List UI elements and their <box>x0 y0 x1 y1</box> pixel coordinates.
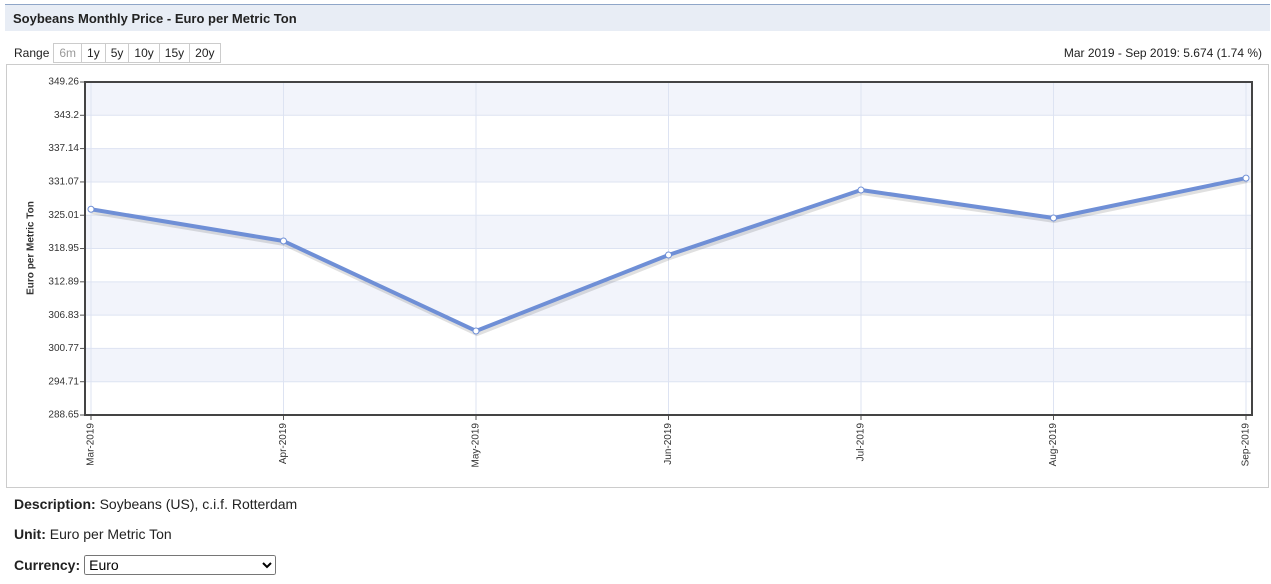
y-tick-label: 288.65 <box>48 410 79 421</box>
y-tick-label: 318.95 <box>48 243 79 254</box>
data-point <box>87 205 95 213</box>
currency: Currency: Euro <box>14 555 277 575</box>
currency-label: Currency: <box>14 557 81 573</box>
y-tick-label: 325.01 <box>48 210 79 221</box>
data-point <box>1050 214 1057 222</box>
range-button: 6m <box>53 43 83 63</box>
x-tick-label: May-2019 <box>471 423 482 468</box>
y-axis-label: Euro per Metric Ton <box>26 201 37 295</box>
x-tick-label: Aug-2019 <box>1048 423 1059 467</box>
description-label: Description: <box>14 496 96 512</box>
x-tick-label: Jul-2019 <box>856 423 867 462</box>
y-tick-label: 300.77 <box>48 343 79 354</box>
data-point <box>280 237 287 245</box>
description-text: Soybeans (US), c.i.f. Rotterdam <box>99 496 298 512</box>
unit: Unit: Euro per Metric Ton <box>14 526 172 542</box>
y-tick-label: 331.07 <box>48 177 79 188</box>
y-tick-label: 294.71 <box>48 376 79 387</box>
plot-border <box>84 81 1253 416</box>
data-point <box>857 186 865 194</box>
data-point <box>472 327 480 335</box>
data-point <box>1242 174 1250 182</box>
unit-label: Unit: <box>14 526 46 542</box>
y-tick-label: 337.14 <box>48 143 79 154</box>
range-button[interactable]: 15y <box>158 43 191 63</box>
data-point <box>665 251 672 259</box>
x-tick-label: Mar-2019 <box>86 423 97 466</box>
currency-select[interactable]: Euro <box>84 555 277 575</box>
title-bar: Soybeans Monthly Price - Euro per Metric… <box>5 4 1270 31</box>
change-summary: Mar 2019 - Sep 2019: 5.674 (1.74 %) <box>1063 46 1262 60</box>
y-tick-label: 312.89 <box>48 276 79 287</box>
description: Description: Soybeans (US), c.i.f. Rotte… <box>14 496 297 512</box>
chart-container <box>6 64 1269 488</box>
y-tick-label: 306.83 <box>48 310 79 321</box>
y-tick-label: 343.2 <box>54 110 79 121</box>
y-tick-label: 349.26 <box>48 77 79 88</box>
range-label: Range <box>14 46 50 60</box>
title: Soybeans Monthly Price - Euro per Metric… <box>13 11 297 26</box>
range-button[interactable]: 20y <box>189 43 221 63</box>
x-tick-label: Jun-2019 <box>663 423 674 465</box>
unit-text: Euro per Metric Ton <box>49 526 172 542</box>
x-tick-label: Sep-2019 <box>1241 423 1252 467</box>
x-tick-label: Apr-2019 <box>278 423 289 465</box>
range-selector: Range 6m 1y 5y 10y 15y 20y <box>14 43 221 63</box>
